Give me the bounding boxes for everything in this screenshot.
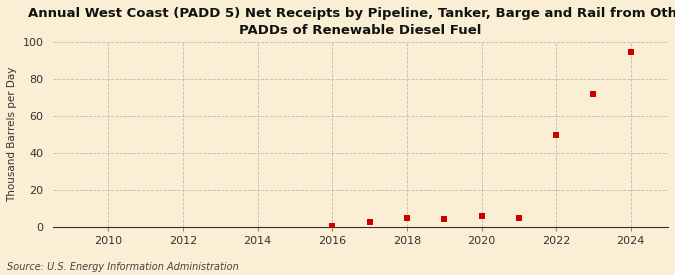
Point — [364, 220, 375, 224]
Point — [402, 216, 412, 220]
Point — [625, 49, 636, 54]
Point — [551, 133, 562, 137]
Point — [514, 216, 524, 220]
Point — [439, 216, 450, 221]
Text: Source: U.S. Energy Information Administration: Source: U.S. Energy Information Administ… — [7, 262, 238, 272]
Point — [476, 214, 487, 219]
Point — [327, 224, 338, 229]
Y-axis label: Thousand Barrels per Day: Thousand Barrels per Day — [7, 67, 17, 202]
Point — [28, 225, 39, 229]
Title: Annual West Coast (PADD 5) Net Receipts by Pipeline, Tanker, Barge and Rail from: Annual West Coast (PADD 5) Net Receipts … — [28, 7, 675, 37]
Point — [588, 92, 599, 96]
